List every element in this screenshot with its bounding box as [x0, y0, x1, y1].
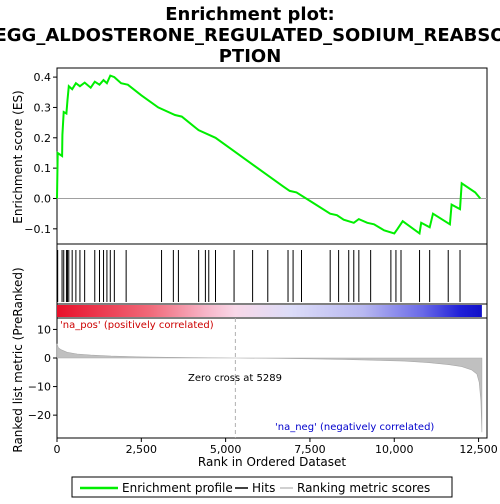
legend-box	[71, 476, 453, 498]
rank-x-tick-label: 12,500	[459, 443, 498, 456]
chart-title-line2: KEGG_ALDOSTERONE_REGULATED_SODIUM_REABSO…	[0, 25, 500, 46]
ranking-heatmap-gradient	[57, 305, 482, 317]
rank-y-tick-label: −10	[28, 381, 51, 394]
chart-title-line3: PTION	[219, 46, 282, 67]
es-y-axis-label: Enrichment score (ES)	[11, 90, 25, 223]
rank-x-tick-label: 5,000	[210, 443, 242, 456]
legend-enrichment-label: Enrichment profile	[122, 481, 233, 495]
rank-y-tick-label: 10	[37, 323, 51, 336]
na-neg-label: 'na_neg' (negatively correlated)	[275, 422, 434, 433]
enrichment-profile-line	[56, 74, 482, 236]
na-pos-label: 'na_pos' (positively correlated)	[60, 320, 214, 331]
zero-cross-label: Zero cross at 5289	[188, 373, 282, 384]
legend-metric-label: Ranking metric scores	[297, 481, 430, 495]
rank-x-axis-ticks: 0 2,500 5,000 7,500 10,000 12,500	[54, 438, 498, 456]
es-y-tick-label: −0.1	[24, 223, 51, 236]
rank-x-tick-label: 10,000	[375, 443, 414, 456]
es-y-tick-label: 0.2	[34, 132, 52, 145]
rank-x-tick-label: 2,500	[126, 443, 158, 456]
rank-y-tick-label: −20	[28, 409, 51, 422]
es-y-tick-label: 0.1	[34, 162, 52, 175]
chart-title-line1: Enrichment plot:	[165, 4, 335, 25]
rank-x-axis-label: Rank in Ordered Dataset	[198, 455, 346, 469]
hits-ticks	[57, 250, 461, 302]
rank-x-tick-label: 7,500	[294, 443, 326, 456]
legend-hits-label: Hits	[252, 481, 275, 495]
hits-panel-frame	[56, 243, 488, 305]
es-y-tick-label: 0.3	[34, 101, 52, 114]
es-panel-frame	[56, 67, 488, 245]
es-y-tick-label: 0.4	[34, 71, 52, 84]
es-y-axis-ticks: −0.1 0.0 0.1 0.2 0.3 0.4	[24, 71, 57, 236]
ranking-metric-area	[56, 343, 483, 433]
es-y-tick-label: 0.0	[34, 192, 52, 205]
rank-y-axis-label: Ranked list metric (PreRanked)	[11, 267, 25, 452]
rank-x-tick-label: 0	[54, 443, 61, 456]
rank-y-axis-ticks: 10 0 −10 −20	[28, 323, 57, 422]
rank-panel-frame	[56, 317, 488, 439]
rank-y-tick-label: 0	[44, 352, 51, 365]
